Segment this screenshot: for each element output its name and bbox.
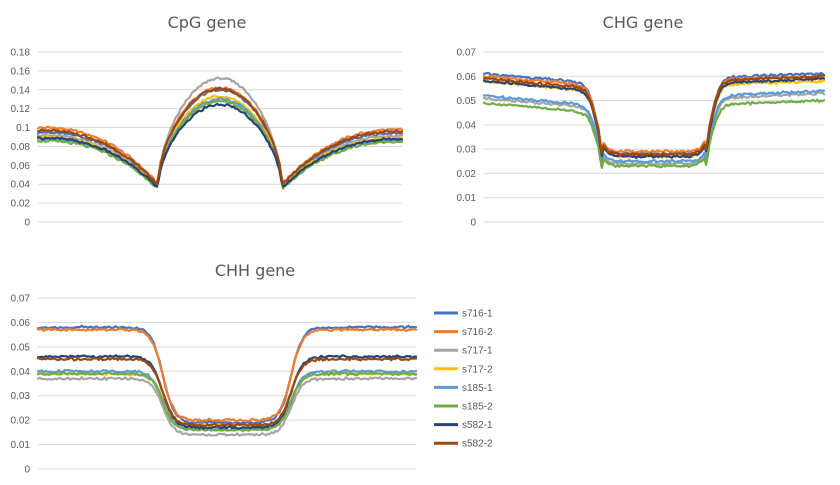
legend-label: s716-2 xyxy=(462,327,493,338)
legend-label: s716-1 xyxy=(462,309,493,320)
chg-y-tick-label: 0.06 xyxy=(457,72,477,83)
legend-label: s582-2 xyxy=(462,439,493,450)
chh-y-tick-label: 0.02 xyxy=(11,416,31,427)
chh-y-tick-label: 0 xyxy=(24,465,30,476)
cpg-y-tick-label: 0.1 xyxy=(16,123,30,134)
cpg-y-tick-label: 0.02 xyxy=(11,199,31,210)
chh-chart: CHH gene 0 0.01 0.02 0.03 0.04 0.05 0.06 0.07 xyxy=(11,261,418,476)
cpg-chart-title: CpG gene xyxy=(168,13,247,32)
legend-item: s717-2 xyxy=(434,364,493,375)
chg-series-s582-2 xyxy=(482,74,826,157)
legend-item: s716-1 xyxy=(434,309,493,320)
cpg-series-s716-1 xyxy=(36,87,404,187)
chg-series-s185-2 xyxy=(482,98,826,169)
cpg-y-tick-label: 0.18 xyxy=(11,48,31,59)
legend-item: s185-2 xyxy=(434,402,493,413)
legend-label: s717-2 xyxy=(462,364,493,375)
legend-item: s185-1 xyxy=(434,383,493,394)
chg-series-s582-1 xyxy=(482,76,826,159)
cpg-y-tick-label: 0.04 xyxy=(11,180,31,191)
chh-series-s717-1 xyxy=(36,376,418,437)
chh-y-tick-label: 0.06 xyxy=(11,318,31,329)
legend-label: s717-1 xyxy=(462,346,493,357)
cpg-y-tick-label: 0.08 xyxy=(11,142,31,153)
chg-y-tick-label: 0.03 xyxy=(457,145,477,156)
chh-series-s716-1 xyxy=(36,324,418,425)
cpg-y-tick-label: 0.14 xyxy=(11,85,31,96)
cpg-y-tick-label: 0.16 xyxy=(11,66,31,77)
chg-series-s185-1 xyxy=(482,89,826,164)
chg-y-tick-label: 0.04 xyxy=(457,120,477,131)
chg-y-tick-label: 0.07 xyxy=(457,48,477,59)
chh-chart-title: CHH gene xyxy=(215,261,295,280)
chh-series-s716-2 xyxy=(36,327,418,423)
chg-y-tick-label: 0.02 xyxy=(457,169,477,180)
cpg-series-s185-2 xyxy=(36,99,404,190)
cpg-series-s582-1 xyxy=(36,102,404,188)
legend-label: s582-1 xyxy=(462,420,493,431)
chh-y-tick-label: 0.05 xyxy=(11,342,31,353)
legend-label: s185-1 xyxy=(462,383,493,394)
cpg-y-tick-label: 0 xyxy=(24,218,30,229)
chg-y-tick-label: 0.01 xyxy=(457,193,477,204)
legend-item: s717-1 xyxy=(434,346,493,357)
chh-series-s582-1 xyxy=(36,354,418,430)
cpg-chart: CpG gene 0 0.02 0.04 0.06 0.08 0.1 0.12 0.14 0.1… xyxy=(11,13,404,229)
chg-series-s717-1 xyxy=(482,91,826,167)
cpg-series-s717-1 xyxy=(36,76,404,187)
chh-series-s185-2 xyxy=(36,371,418,433)
legend-label: s185-2 xyxy=(462,402,493,413)
chg-chart: CHG gene 0 0.01 0.02 0.03 0.04 0.05 0.06 0.07 xyxy=(457,13,826,229)
chh-legend: s716-1 s716-2 s717-1 s717-2 s185-1 s185-2 s582… xyxy=(434,309,493,450)
legend-item: s582-2 xyxy=(434,439,493,450)
legend-item: s716-2 xyxy=(434,327,493,338)
chg-chart-title: CHG gene xyxy=(603,13,684,32)
chh-y-tick-label: 0.04 xyxy=(11,367,31,378)
cpg-y-tick-label: 0.06 xyxy=(11,161,31,172)
chh-y-tick-label: 0.07 xyxy=(11,294,31,305)
chg-y-tick-label: 0 xyxy=(470,218,476,229)
cpg-series-s582-2 xyxy=(36,86,404,186)
chg-y-tick-label: 0.05 xyxy=(457,96,477,107)
legend-item: s582-1 xyxy=(434,420,493,431)
cpg-y-tick-label: 0.12 xyxy=(11,104,31,115)
chh-series-s582-2 xyxy=(36,356,418,428)
chh-y-tick-label: 0.01 xyxy=(11,440,31,451)
chh-y-tick-label: 0.03 xyxy=(11,391,31,402)
